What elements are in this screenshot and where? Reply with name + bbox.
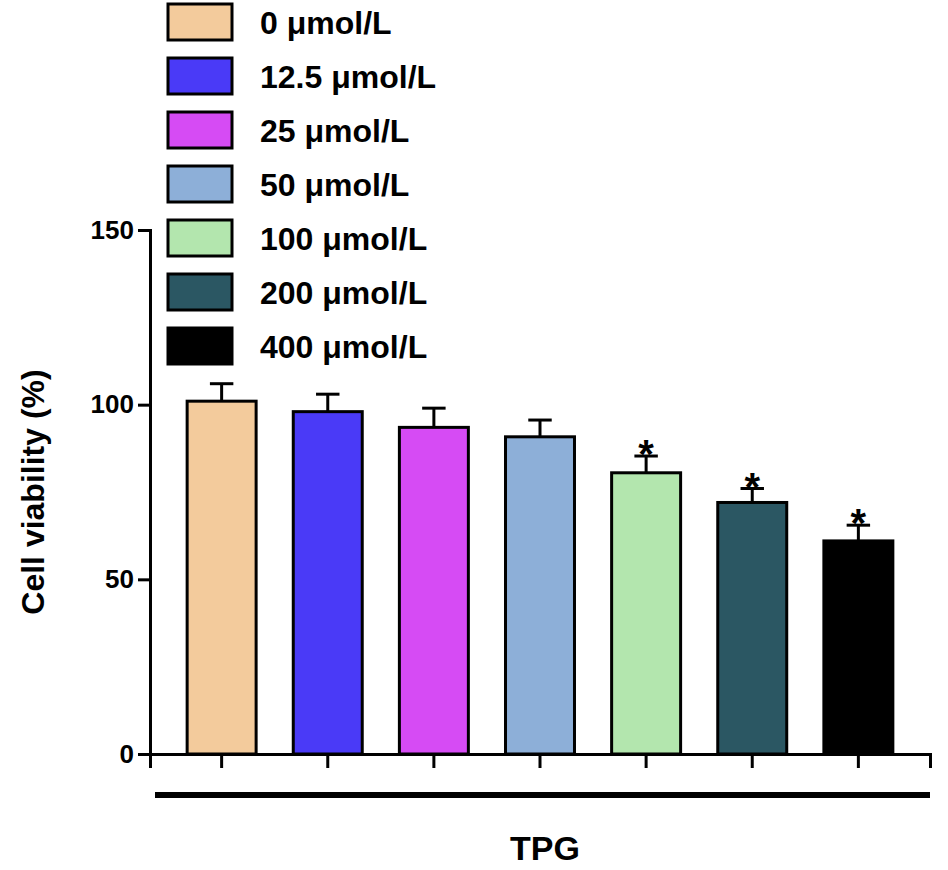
x-tick-mark (645, 754, 648, 768)
y-tick-label: 0 (120, 739, 134, 769)
annotations: * * * (638, 432, 866, 545)
legend-entry: 25 μmol/L (168, 112, 409, 149)
y-tick: 0 (120, 739, 150, 769)
group-bracket (155, 792, 930, 798)
significance-mark: * (851, 501, 867, 545)
bar (824, 541, 893, 754)
significance-mark: * (744, 465, 760, 509)
plot-marks (187, 384, 893, 754)
error-stem (326, 394, 329, 411)
y-tick-label: 50 (105, 564, 134, 594)
x-axis-title: TPG (510, 829, 580, 867)
error-cap (528, 419, 551, 422)
legend-label: 100 μmol/L (260, 221, 427, 257)
legend-entry: 100 μmol/L (168, 220, 427, 257)
error-bar (316, 394, 339, 411)
error-cap (422, 407, 445, 410)
legend-label: 200 μmol/L (260, 275, 427, 311)
error-bar (210, 384, 233, 401)
y-tick: 50 (105, 564, 150, 594)
legend-swatch (168, 220, 232, 256)
legend-swatch (168, 166, 232, 202)
x-tick (540, 754, 541, 768)
error-stem (539, 420, 542, 437)
legend-label: 0 μmol/L (260, 5, 392, 41)
y-axis: 0 50 100 150 (91, 215, 151, 769)
y-axis-line (138, 231, 151, 755)
x-tick (433, 754, 434, 768)
error-bar (528, 420, 551, 437)
x-tick (752, 754, 753, 768)
x-tick (858, 754, 859, 768)
x-tick (646, 754, 647, 768)
error-stem (220, 384, 223, 401)
legend-swatch (168, 4, 232, 40)
x-tick-mark (539, 754, 542, 768)
y-tick-mark (138, 404, 150, 407)
significance-mark: * (638, 432, 654, 476)
x-tick-mark (751, 754, 754, 768)
error-cap (210, 382, 233, 385)
legend-label: 25 μmol/L (260, 113, 409, 149)
legend-entry: 400 μmol/L (168, 328, 427, 365)
bar (718, 502, 787, 754)
legend-entry: 0 μmol/L (168, 4, 392, 41)
y-tick-label: 150 (91, 215, 134, 245)
y-tick: 150 (91, 215, 150, 245)
y-tick: 100 (91, 389, 150, 419)
x-tick-mark (857, 754, 860, 768)
bar (506, 437, 575, 754)
x-tick (327, 754, 328, 768)
y-tick-mark (138, 578, 150, 581)
x-tick-mark (220, 754, 223, 768)
legend-swatch (168, 328, 232, 364)
x-axis-line (151, 755, 931, 769)
y-axis-title: Cell viability (%) (15, 369, 51, 614)
y-tick-mark (138, 753, 150, 756)
x-tick (221, 754, 222, 768)
bar (399, 427, 468, 754)
legend-entry: 200 μmol/L (168, 274, 427, 311)
y-tick-mark (138, 229, 150, 232)
error-stem (432, 408, 435, 427)
legend-label: 12.5 μmol/L (260, 59, 436, 95)
x-tick-mark (432, 754, 435, 768)
legend-label: 50 μmol/L (260, 167, 409, 203)
legend-swatch (168, 58, 232, 94)
legend: 0 μmol/L 12.5 μmol/L 25 μmol/L 50 μmol/L 100… (168, 4, 436, 365)
bar (187, 401, 256, 754)
x-tick-mark (326, 754, 329, 768)
bar (293, 412, 362, 754)
y-tick-label: 100 (91, 389, 134, 419)
bar (612, 473, 681, 754)
legend-label: 400 μmol/L (260, 329, 427, 365)
x-axis (151, 754, 931, 768)
legend-entry: 50 μmol/L (168, 166, 409, 203)
error-bar (422, 408, 445, 427)
legend-swatch (168, 112, 232, 148)
legend-entry: 12.5 μmol/L (168, 58, 436, 95)
error-cap (316, 393, 339, 396)
legend-swatch (168, 274, 232, 310)
